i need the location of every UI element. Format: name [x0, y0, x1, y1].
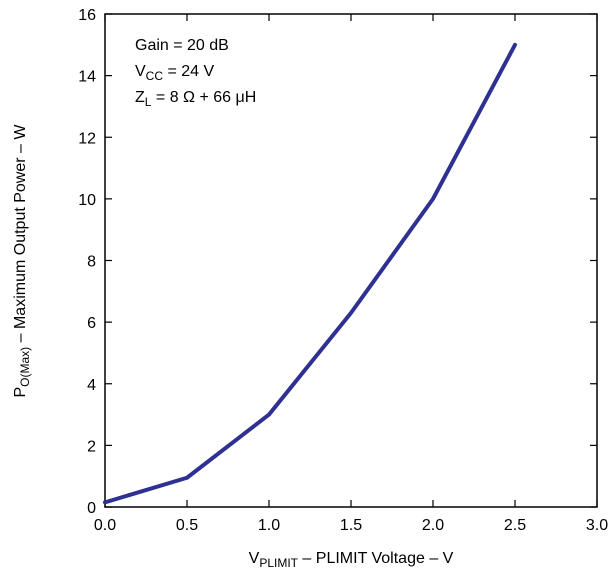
- x-axis: 0.0 0.5 1.0 1.5 2.0 2.5 3.0: [94, 14, 608, 534]
- annotation-zl: ZL = 8 Ω + 66 μH: [135, 89, 256, 109]
- y-tick-label: 8: [87, 254, 96, 271]
- y-axis-title: PO(Max) – Maximum Output Power – W: [12, 124, 32, 398]
- x-tick-label: 2.0: [422, 517, 444, 534]
- series-line-0: [103, 42, 517, 505]
- x-tick-label: 1.5: [340, 517, 362, 534]
- y-tick-label: 10: [78, 192, 96, 209]
- x-tick-label: 2.5: [504, 517, 526, 534]
- x-axis-title: VPLIMIT – PLIMIT Voltage – V: [249, 550, 454, 570]
- x-tick-label: 0.5: [176, 517, 198, 534]
- y-tick-label: 4: [87, 377, 96, 394]
- y-tick-label: 14: [78, 69, 96, 86]
- y-tick-label: 0: [87, 500, 96, 517]
- legend-box: Gain = 20 dB VCC = 24 V ZL = 8 Ω + 66 μH: [124, 28, 314, 116]
- x-tick-label: 0.0: [94, 517, 116, 534]
- series-group: [103, 42, 517, 505]
- y-axis: 0 2 4 6 8 10 12 14 16: [78, 7, 597, 517]
- annotation-vcc: VCC = 24 V: [135, 63, 214, 83]
- y-tick-label: 12: [78, 130, 96, 147]
- y-tick-label: 2: [87, 438, 96, 455]
- x-tick-label: 1.0: [258, 517, 280, 534]
- y-tick-label: 6: [87, 315, 96, 332]
- annotation-gain: Gain = 20 dB: [135, 37, 229, 54]
- x-tick-label: 3.0: [586, 517, 608, 534]
- y-tick-label: 16: [78, 7, 96, 24]
- annotation-box: [124, 28, 314, 116]
